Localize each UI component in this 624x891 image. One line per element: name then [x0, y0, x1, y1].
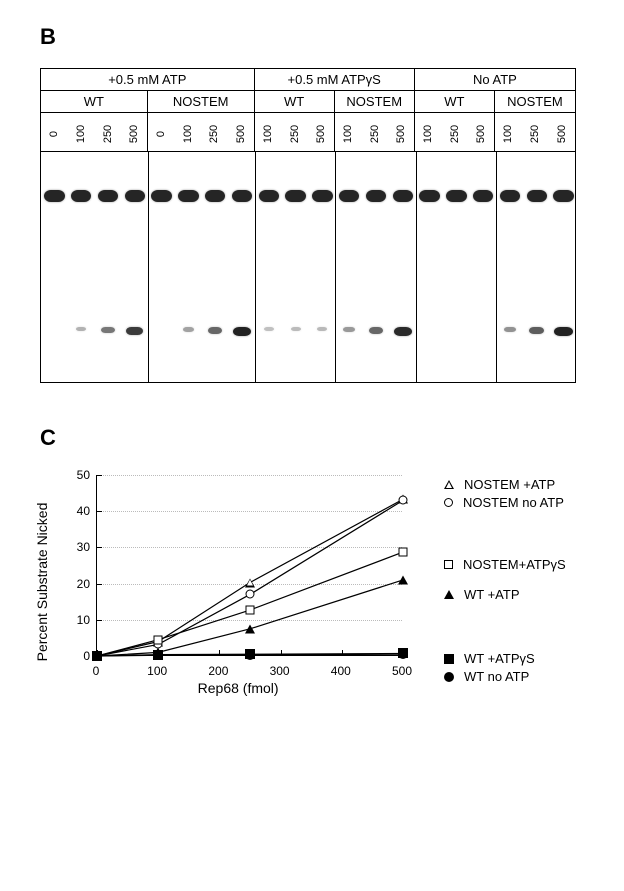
condition-header: +0.5 mM ATPγS — [255, 69, 415, 91]
y-tick-label: 50 — [64, 468, 90, 482]
lane-label: 0 — [148, 113, 175, 151]
data-marker — [398, 649, 408, 659]
line-chart: Percent Substrate Nicked Rep68 (fmol) 01… — [50, 469, 410, 694]
group-header: NOSTEM — [148, 91, 255, 113]
y-axis-label: Percent Substrate Nicked — [34, 502, 50, 661]
lane-label: 100 — [175, 113, 202, 151]
panel-b-letter: B — [40, 24, 596, 50]
lane-label: 100 — [495, 113, 522, 151]
group-header: NOSTEM — [495, 91, 575, 113]
x-tick-label: 300 — [270, 664, 290, 678]
lane-label: 250 — [442, 113, 469, 151]
lane-label: 100 — [255, 113, 282, 151]
data-marker — [246, 606, 255, 615]
x-tick-label: 500 — [392, 664, 412, 678]
x-tick-label: 200 — [208, 664, 228, 678]
group-header: WT — [415, 91, 495, 113]
lane-label: 100 — [68, 113, 95, 151]
legend-label: NOSTEM+ATPγS — [463, 557, 566, 572]
y-tick-label: 20 — [64, 577, 90, 591]
legend-label: NOSTEM +ATP — [464, 477, 555, 492]
x-tick-label: 400 — [331, 664, 351, 678]
legend-item: NOSTEM no ATP — [444, 495, 564, 510]
y-tick-label: 30 — [64, 540, 90, 554]
group-header: WT — [41, 91, 148, 113]
lane-label: 250 — [361, 113, 388, 151]
legend-label: NOSTEM no ATP — [463, 495, 564, 510]
gel-image — [41, 152, 575, 382]
gel-panel: +0.5 mM ATP+0.5 mM ATPγSNo ATPWTNOSTEMWT… — [40, 68, 576, 383]
lane-label: 500 — [121, 113, 148, 151]
lane-label: 0 — [41, 113, 68, 151]
group-header: WT — [255, 91, 335, 113]
legend-item: NOSTEM +ATP — [444, 477, 555, 492]
data-marker — [399, 496, 408, 505]
lane-label: 500 — [388, 113, 415, 151]
lane-label: 500 — [308, 113, 335, 151]
legend-item: WT +ATPγS — [444, 651, 535, 666]
lane-label: 250 — [281, 113, 308, 151]
x-axis-label: Rep68 (fmol) — [198, 680, 279, 696]
data-marker — [92, 651, 102, 661]
legend-label: WT +ATP — [464, 587, 520, 602]
lane-label: 250 — [94, 113, 121, 151]
lane-label: 100 — [335, 113, 362, 151]
lane-label: 500 — [228, 113, 255, 151]
condition-header: +0.5 mM ATP — [41, 69, 255, 91]
y-tick-label: 0 — [64, 649, 90, 663]
legend-item: WT +ATP — [444, 587, 520, 602]
x-tick-label: 100 — [147, 664, 167, 678]
lane-label: 100 — [415, 113, 442, 151]
data-marker — [245, 624, 255, 633]
legend-item: NOSTEM+ATPγS — [444, 557, 566, 572]
lane-label: 250 — [522, 113, 549, 151]
legend-label: WT no ATP — [464, 669, 529, 684]
data-marker — [399, 548, 408, 557]
y-tick-label: 10 — [64, 613, 90, 627]
lane-label: 500 — [548, 113, 575, 151]
data-marker — [154, 635, 163, 644]
data-marker — [246, 590, 255, 599]
x-tick-label: 0 — [93, 664, 100, 678]
lane-label: 500 — [468, 113, 495, 151]
y-tick-label: 40 — [64, 504, 90, 518]
legend-item: WT no ATP — [444, 669, 529, 684]
lane-label: 250 — [201, 113, 228, 151]
condition-header: No ATP — [415, 69, 575, 91]
data-marker — [153, 650, 163, 660]
group-header: NOSTEM — [335, 91, 415, 113]
data-marker — [398, 575, 408, 584]
data-marker — [245, 650, 255, 660]
legend-label: WT +ATPγS — [464, 651, 535, 666]
panel-c-letter: C — [40, 425, 596, 451]
data-marker — [245, 578, 255, 587]
